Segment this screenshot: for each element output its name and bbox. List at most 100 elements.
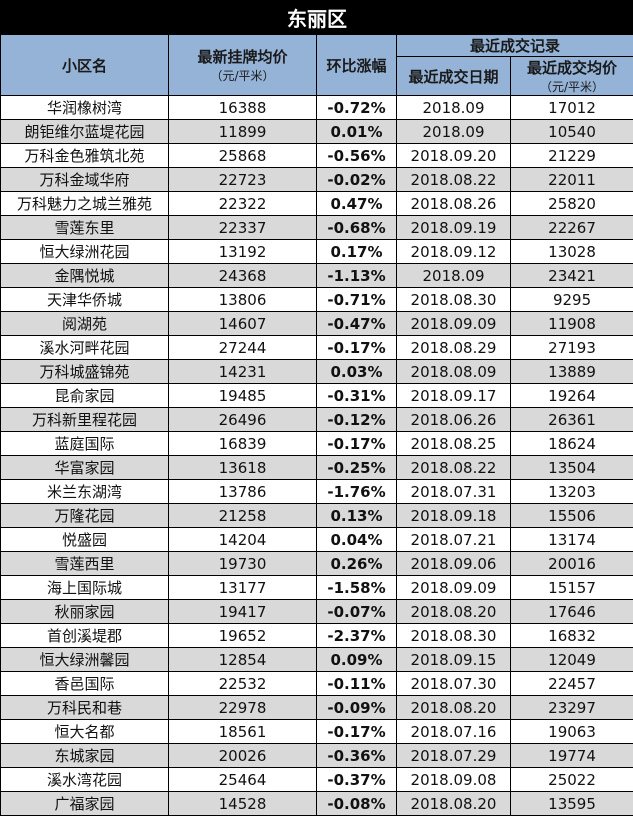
cell-deal-price: 13504 [509,455,633,480]
header-deal-unit: （元/平米） [540,80,605,94]
cell-change: -0.36% [316,743,397,768]
cell-deal-price: 16832 [509,623,633,648]
cell-change: 0.13% [316,503,397,528]
cell-deal-price: 13889 [509,359,633,384]
cell-change: 0.17% [316,239,397,264]
cell-deal-date: 2018.08.30 [396,287,511,312]
cell-deal-date: 2018.08.20 [396,599,511,624]
header-listing-price-label: 最新挂牌均价 [197,48,288,66]
cell-change: -0.02% [316,167,397,192]
cell-name: 东城家园 [0,743,169,768]
cell-name: 秋丽家园 [0,599,169,624]
cell-deal-date: 2018.08.30 [396,623,511,648]
cell-deal-price: 13028 [509,239,633,264]
cell-change: -0.17% [316,431,397,456]
cell-name: 溪水湾花园 [0,767,169,792]
cell-change: 0.47% [316,191,397,216]
cell-listing-price: 22723 [168,167,317,192]
table-row: 万科金色雅筑北苑 25868 -0.56% 2018.09.20 21229 [0,143,633,168]
cell-deal-date: 2018.08.29 [396,335,511,360]
cell-deal-date: 2018.09.06 [396,551,511,576]
table-row: 万科金域华府 22723 -0.02% 2018.08.22 22011 [0,167,633,192]
cell-deal-price: 23421 [509,263,633,288]
cell-name: 首创溪堤郡 [0,623,169,648]
cell-deal-price: 21229 [509,143,633,168]
cell-listing-price: 22532 [168,671,317,696]
cell-deal-date: 2018.08.22 [396,455,511,480]
cell-name: 金隅悦城 [0,263,169,288]
cell-deal-price: 11908 [509,311,633,336]
cell-name: 万科新里程花园 [0,407,169,432]
cell-deal-date: 2018.08.20 [396,791,511,816]
cell-deal-price: 15157 [509,575,633,600]
cell-deal-date: 2018.07.21 [396,527,511,552]
cell-deal-date: 2018.09.15 [396,647,511,672]
cell-name: 万科魅力之城兰雅苑 [0,191,169,216]
table-body: 华润橡树湾 16388 -0.72% 2018.09 17012 朗钜维尔蓝堤花园 1189… [0,95,633,816]
cell-change: -1.13% [316,263,397,288]
cell-listing-price: 13786 [168,479,317,504]
cell-deal-date: 2018.08.25 [396,431,511,456]
cell-name: 天津华侨城 [0,287,169,312]
table-row: 恒大绿洲花园 13192 0.17% 2018.09.12 13028 [0,239,633,264]
cell-change: 0.04% [316,527,397,552]
cell-deal-price: 23297 [509,695,633,720]
table-row: 东城家园 20026 -0.36% 2018.07.29 19774 [0,743,633,768]
cell-listing-price: 20026 [168,743,317,768]
table-row: 雪莲东里 22337 -0.68% 2018.09.19 22267 [0,215,633,240]
cell-deal-date: 2018.08.09 [396,359,511,384]
cell-listing-price: 13177 [168,575,317,600]
cell-name: 香邑国际 [0,671,169,696]
table-row: 昆俞家园 19485 -0.31% 2018.09.17 19264 [0,383,633,408]
cell-name: 蓝庭国际 [0,431,169,456]
cell-deal-price: 13595 [509,791,633,816]
cell-deal-date: 2018.09.12 [396,239,511,264]
cell-deal-price: 17012 [509,95,633,120]
cell-change: -0.17% [316,335,397,360]
cell-name: 雪莲西里 [0,551,169,576]
cell-change: -0.11% [316,671,397,696]
table-row: 阅湖苑 14607 -0.47% 2018.09.09 11908 [0,311,633,336]
cell-listing-price: 13618 [168,455,317,480]
header-name: 小区名 [0,34,169,96]
cell-deal-date: 2018.07.29 [396,743,511,768]
cell-deal-date: 2018.08.22 [396,167,511,192]
cell-name: 万科民和巷 [0,695,169,720]
cell-deal-price: 10540 [509,119,633,144]
cell-deal-price: 17646 [509,599,633,624]
cell-deal-price: 26361 [509,407,633,432]
cell-deal-price: 19063 [509,719,633,744]
table-row: 恒大名都 18561 -0.17% 2018.07.16 19063 [0,719,633,744]
cell-name: 溪水河畔花园 [0,335,169,360]
cell-listing-price: 22322 [168,191,317,216]
cell-deal-price: 25022 [509,767,633,792]
cell-deal-date: 2018.09 [396,95,511,120]
table-row: 万科城盛锦苑 14231 0.03% 2018.08.09 13889 [0,359,633,384]
cell-change: -2.37% [316,623,397,648]
cell-deal-date: 2018.09.09 [396,311,511,336]
cell-change: -1.58% [316,575,397,600]
cell-deal-date: 2018.09.19 [396,215,511,240]
table-row: 华富家园 13618 -0.25% 2018.08.22 13504 [0,455,633,480]
cell-name: 米兰东湖湾 [0,479,169,504]
cell-deal-price: 22267 [509,215,633,240]
cell-listing-price: 11899 [168,119,317,144]
cell-name: 恒大名都 [0,719,169,744]
cell-name: 恒大绿洲馨园 [0,647,169,672]
table-row: 万隆花园 21258 0.13% 2018.09.18 15506 [0,503,633,528]
cell-deal-price: 19774 [509,743,633,768]
cell-listing-price: 21258 [168,503,317,528]
table-row: 米兰东湖湾 13786 -1.76% 2018.07.31 13203 [0,479,633,504]
cell-change: -0.12% [316,407,397,432]
table-title: 东丽区 [0,0,633,35]
cell-deal-date: 2018.08.26 [396,191,511,216]
cell-change: -0.17% [316,719,397,744]
cell-listing-price: 14528 [168,791,317,816]
cell-listing-price: 14231 [168,359,317,384]
cell-deal-date: 2018.09.17 [396,383,511,408]
table-row: 万科魅力之城兰雅苑 22322 0.47% 2018.08.26 25820 [0,191,633,216]
header-deal-price: 最近成交均价 （元/平米） [509,56,633,96]
cell-listing-price: 25868 [168,143,317,168]
header-recent-group: 最近成交记录 [395,34,633,57]
